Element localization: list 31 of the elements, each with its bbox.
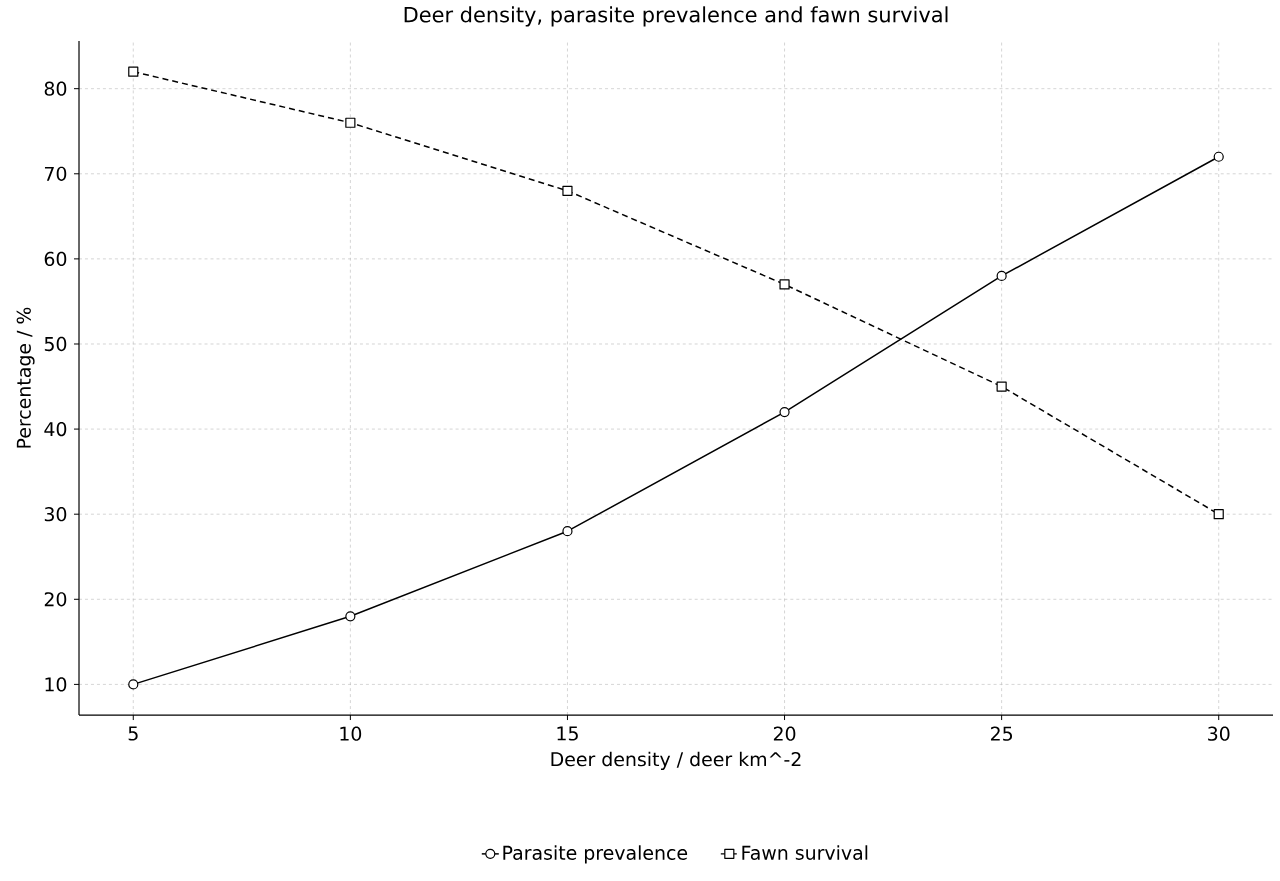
- x-tick-label: 15: [557, 726, 578, 741]
- point: [996, 270, 1007, 281]
- y-tick-label: 50: [44, 336, 67, 352]
- point: [345, 611, 356, 622]
- point: [562, 526, 573, 537]
- y-tick-label: 60: [44, 251, 67, 267]
- x-tick-label: 5: [128, 726, 138, 741]
- point: [128, 66, 139, 77]
- y-tick-label: 70: [44, 166, 67, 181]
- point: [996, 381, 1007, 392]
- point: [345, 117, 356, 128]
- point: [128, 679, 139, 690]
- x-axis-title: Deer density / deer km^-2: [551, 751, 801, 770]
- y-tick-label: 80: [44, 81, 67, 96]
- y-tick-label: 40: [44, 421, 67, 437]
- y-tick-label: 30: [44, 507, 67, 522]
- x-tick-label: 10: [340, 726, 362, 741]
- y-tick-label: 10: [45, 677, 67, 692]
- point: [779, 406, 790, 418]
- point: [1213, 151, 1224, 162]
- point: [1213, 509, 1224, 520]
- y-axis-title: Percentage / %: [16, 307, 35, 448]
- x-tick-label: 30: [1208, 726, 1230, 741]
- legend-label: Parasite prevalence: [503, 845, 688, 864]
- x-tick-label: 25: [990, 726, 1013, 741]
- legend-label: Fawn survival: [742, 845, 868, 860]
- chart-title: Deer density, parasite prevalence and fawn survival: [404, 6, 948, 27]
- y-tick-label: 20: [44, 592, 67, 607]
- x-tick-label: 20: [773, 726, 796, 741]
- point: [779, 279, 790, 290]
- point: [562, 185, 573, 196]
